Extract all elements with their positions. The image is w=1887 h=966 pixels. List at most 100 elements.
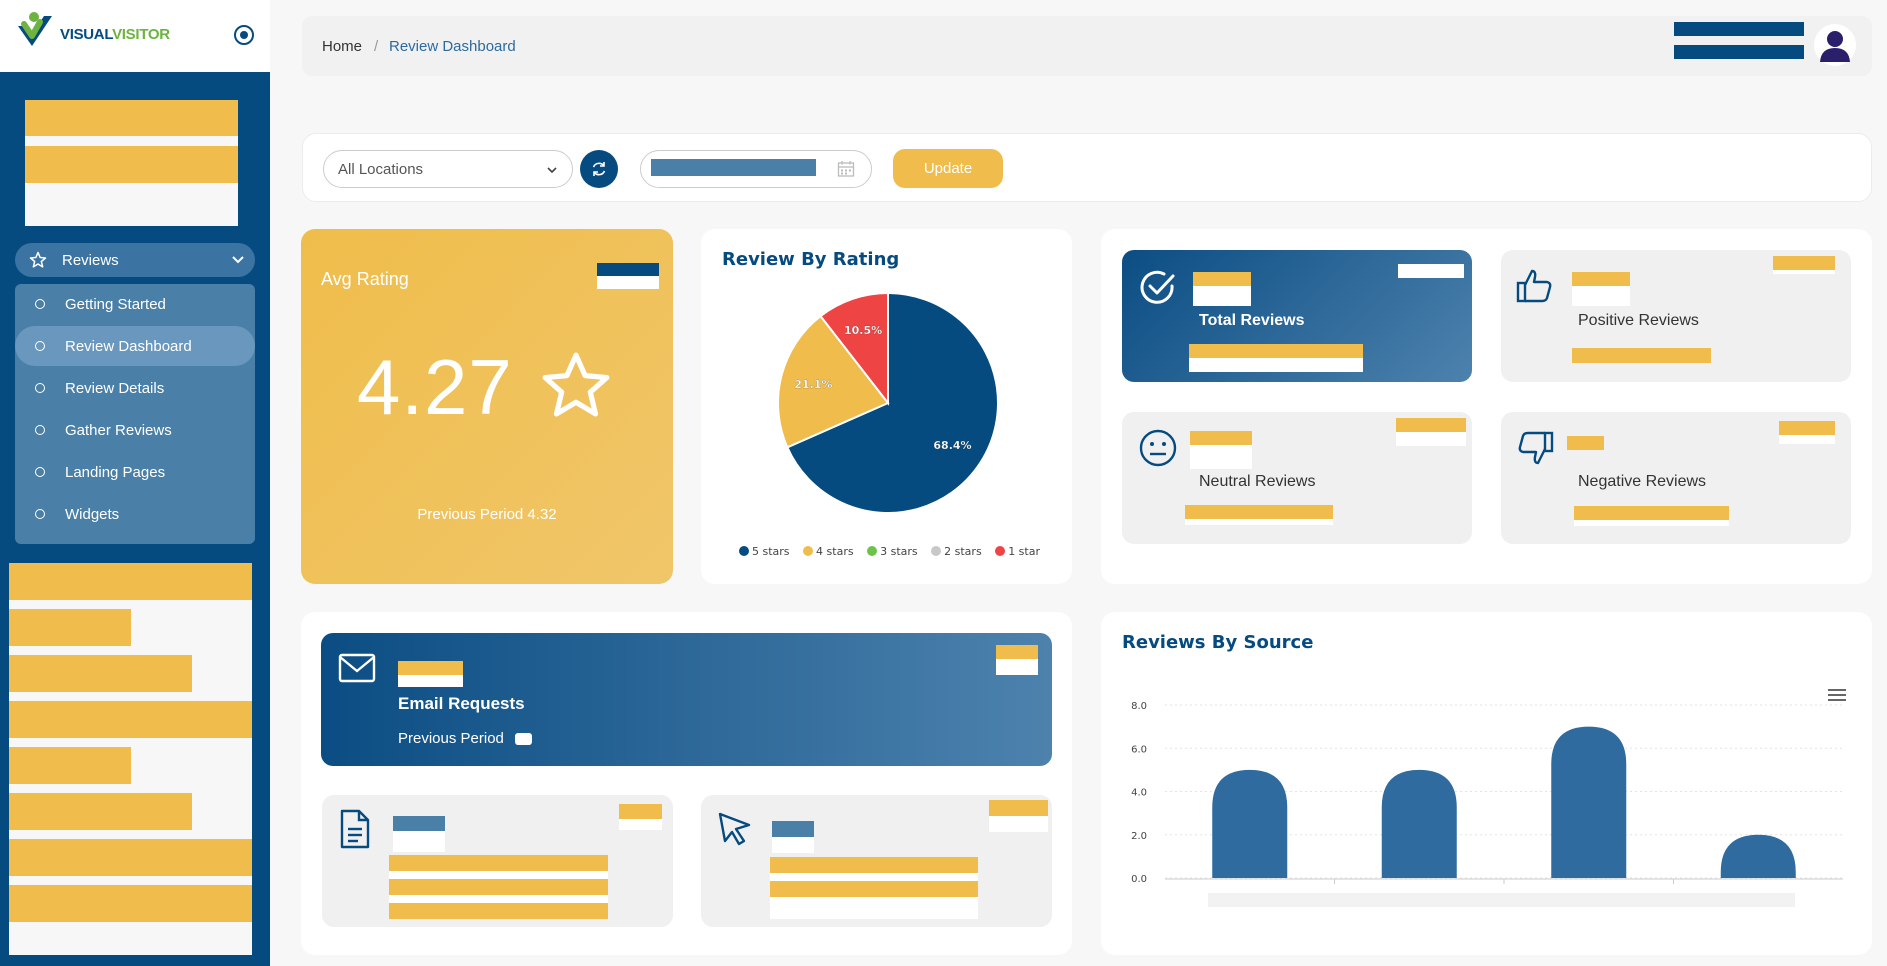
redacted-block xyxy=(1185,505,1333,519)
redacted-block xyxy=(1773,256,1835,270)
redacted-block xyxy=(770,857,978,873)
y-tick-label: 4.0 xyxy=(1131,788,1147,799)
neutral-face-icon xyxy=(1139,429,1177,467)
redacted-block xyxy=(1572,348,1711,363)
y-tick-label: 2.0 xyxy=(1131,831,1147,842)
reviews-by-source-card: Reviews By Source 0.0 2.0 4.0 6.0 8.0 xyxy=(1101,612,1872,955)
redacted-block xyxy=(619,819,662,830)
x-axis-labels-placeholder xyxy=(1208,893,1795,907)
redacted-block xyxy=(1574,520,1729,526)
envelope-icon xyxy=(338,653,376,683)
sidebar: VISUALVISITOR Reviews Getting Started Re… xyxy=(0,0,270,966)
redacted-block xyxy=(1779,435,1835,444)
redacted-block xyxy=(9,563,252,600)
circle-icon xyxy=(35,341,45,351)
user-icon xyxy=(1820,31,1850,62)
redacted-block xyxy=(1567,436,1604,450)
redacted-block xyxy=(1674,45,1804,59)
legend-item-4-stars[interactable]: 4 stars xyxy=(803,545,854,558)
redacted-block xyxy=(1193,286,1251,306)
redacted-block xyxy=(772,821,814,837)
avg-rating-previous: Previous Period 4.32 xyxy=(417,506,557,523)
update-button[interactable]: Update xyxy=(893,149,1003,188)
chevron-down-icon xyxy=(232,256,244,264)
sidebar-item-getting-started[interactable]: Getting Started xyxy=(15,284,255,324)
bar-chart-title: Reviews By Source xyxy=(1122,632,1314,653)
redacted-block xyxy=(1773,270,1835,274)
redacted-block xyxy=(1779,421,1835,435)
date-range-input[interactable] xyxy=(640,150,872,188)
pie-slice-5-stars[interactable] xyxy=(786,291,999,514)
positive-reviews-box: Positive Reviews xyxy=(1501,250,1851,382)
sidebar-item-review-details[interactable]: Review Details xyxy=(15,368,255,408)
sidebar-item-widgets[interactable]: Widgets xyxy=(15,494,255,534)
redacted-block xyxy=(1190,445,1252,469)
redacted-block xyxy=(989,816,1048,832)
circle-icon xyxy=(35,425,45,435)
landing-page-stat-box xyxy=(322,795,673,927)
bar[interactable] xyxy=(1720,834,1796,878)
refresh-button[interactable] xyxy=(580,150,618,188)
legend-item-1-star[interactable]: 1 star xyxy=(995,545,1040,558)
y-tick-label: 8.0 xyxy=(1131,701,1147,712)
redacted-block xyxy=(597,263,659,276)
circle-icon xyxy=(35,509,45,519)
redacted-block xyxy=(9,701,252,738)
bar[interactable] xyxy=(1551,726,1627,878)
redacted-block xyxy=(389,871,608,879)
redacted-block xyxy=(989,800,1048,816)
avg-rating-title: Avg Rating xyxy=(321,269,409,289)
redacted-block xyxy=(996,659,1038,675)
redacted-block xyxy=(772,837,814,853)
total-reviews-label: Total Reviews xyxy=(1199,312,1305,329)
redacted-block xyxy=(770,881,978,897)
pie-legend: 5 stars 4 stars 3 stars 2 stars 1 star xyxy=(739,545,1059,558)
legend-item-2-stars[interactable]: 2 stars xyxy=(931,545,982,558)
redacted-block xyxy=(393,816,445,831)
redacted-block xyxy=(389,895,608,903)
pie-chart-title: Review By Rating xyxy=(722,249,900,270)
sidebar-item-review-dashboard[interactable]: Review Dashboard xyxy=(15,326,255,366)
redacted-block xyxy=(1572,272,1630,286)
legend-item-3-stars[interactable]: 3 stars xyxy=(867,545,918,558)
redacted-block xyxy=(398,661,463,675)
pie-slice-4-stars[interactable] xyxy=(777,314,890,449)
redacted-block xyxy=(393,831,445,852)
redacted-block xyxy=(1189,358,1363,372)
neutral-reviews-label: Neutral Reviews xyxy=(1199,473,1316,490)
legend-item-5-stars[interactable]: 5 stars xyxy=(739,545,790,558)
refresh-icon xyxy=(592,162,606,176)
topbar: Home / Review Dashboard xyxy=(302,16,1872,76)
location-select-value: All Locations xyxy=(338,161,424,178)
review-by-rating-card: Review By Rating 68.4% 21.1% 10.5% 5 stars… xyxy=(701,229,1072,584)
email-requests-banner: Email Requests Previous Period xyxy=(321,633,1052,766)
thumbs-down-icon xyxy=(1518,431,1554,465)
user-avatar[interactable] xyxy=(1814,24,1856,66)
negative-reviews-label: Negative Reviews xyxy=(1578,473,1707,490)
bar[interactable] xyxy=(1381,769,1457,878)
source-bar-chart: 0.0 2.0 4.0 6.0 8.0 xyxy=(1131,701,1843,907)
location-select[interactable]: All Locations xyxy=(323,150,573,188)
sidebar-item-gather-reviews[interactable]: Gather Reviews xyxy=(15,410,255,450)
star-icon xyxy=(29,251,47,268)
breadcrumb-home[interactable]: Home xyxy=(322,38,363,55)
sidebar-group-reviews[interactable]: Reviews xyxy=(15,243,255,277)
redacted-block xyxy=(9,793,192,830)
sidebar-item-landing-pages[interactable]: Landing Pages xyxy=(15,452,255,492)
sidebar-toggle-button[interactable] xyxy=(234,25,254,45)
document-icon xyxy=(340,809,370,849)
redacted-block xyxy=(1398,264,1464,278)
redacted-block xyxy=(9,747,131,784)
circle-icon xyxy=(35,383,45,393)
pie-data-label: 21.1% xyxy=(794,378,832,391)
sidebar-group-label: Reviews xyxy=(62,252,119,269)
chart-menu-icon[interactable] xyxy=(1828,688,1846,702)
bar[interactable] xyxy=(1212,769,1288,878)
y-tick-label: 0.0 xyxy=(1131,874,1147,885)
redacted-block xyxy=(1185,519,1333,525)
circle-icon xyxy=(35,299,45,309)
rating-pie-chart: 68.4% 21.1% 10.5% xyxy=(777,291,999,514)
redacted-block xyxy=(1572,286,1630,306)
pie-slice-1-star[interactable] xyxy=(819,291,889,406)
redacted-block xyxy=(389,903,608,919)
